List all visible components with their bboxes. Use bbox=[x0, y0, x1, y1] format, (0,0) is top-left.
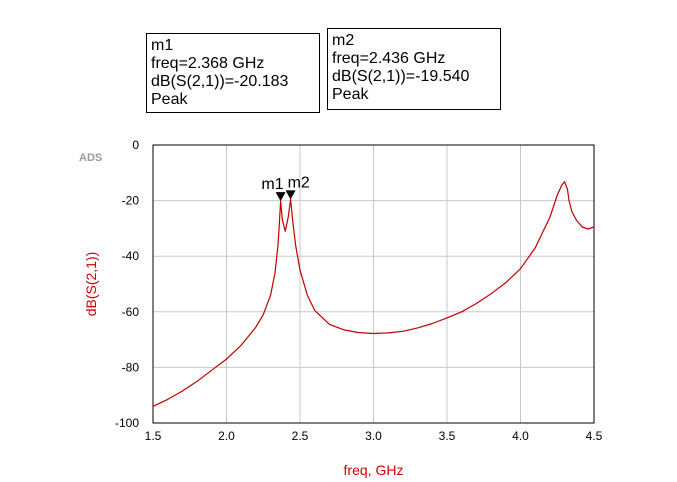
plot-area bbox=[152, 144, 595, 424]
y-tick-label: -40 bbox=[122, 249, 140, 263]
data-series bbox=[152, 181, 595, 407]
marker-m1-freq: freq=2.368 GHz bbox=[151, 55, 265, 72]
y-tick-label: -100 bbox=[115, 416, 139, 430]
marker-m2-label: m2 bbox=[288, 174, 310, 191]
series-line bbox=[152, 181, 595, 407]
marker-m1-value: dB(S(2,1))=-20.183 bbox=[151, 73, 289, 90]
marker-m1-triangle bbox=[275, 192, 286, 202]
marker-m2-triangle bbox=[285, 190, 296, 200]
grid-lines bbox=[153, 145, 594, 423]
marker-m2-name: m2 bbox=[332, 32, 355, 49]
x-tick-label: 2.5 bbox=[292, 429, 309, 443]
marker-m2-type: Peak bbox=[332, 86, 369, 103]
y-tick-label: -80 bbox=[122, 360, 140, 374]
x-tick-label: 4.5 bbox=[586, 429, 603, 443]
marker-m1-label: m1 bbox=[261, 176, 283, 193]
marker-m1-name: m1 bbox=[151, 37, 174, 54]
marker-m1-readout[interactable]: m1 freq=2.368 GHz dB(S(2,1))=-20.183 Pea… bbox=[146, 33, 320, 113]
x-tick-label: 2.0 bbox=[218, 429, 235, 443]
y-tick-label: -20 bbox=[122, 194, 140, 208]
y-tick-label: -60 bbox=[122, 305, 140, 319]
y-tick-label: 0 bbox=[132, 138, 139, 152]
x-tick-label: 1.5 bbox=[145, 429, 162, 443]
x-tick-label: 3.5 bbox=[439, 429, 456, 443]
marker-symbols: m1 m2 bbox=[261, 174, 310, 202]
x-tick-label: 4.0 bbox=[512, 429, 529, 443]
y-axis-title: dB(S(2,1)) bbox=[83, 252, 99, 317]
ads-logo: ADS bbox=[79, 152, 102, 164]
marker-m2-freq: freq=2.436 GHz bbox=[332, 50, 446, 67]
x-axis-title: freq, GHz bbox=[344, 462, 404, 478]
axis-ticks: 1.5 2.0 2.5 3.0 3.5 4.0 4.5 0 -20 -40 -60 -80 -100 bbox=[115, 138, 603, 443]
marker-m1-type: Peak bbox=[151, 91, 188, 108]
marker-m2-readout[interactable]: m2 freq=2.436 GHz dB(S(2,1))=-19.540 Pea… bbox=[327, 28, 501, 110]
marker-m2-value: dB(S(2,1))=-19.540 bbox=[332, 68, 470, 85]
x-tick-label: 3.0 bbox=[365, 429, 382, 443]
